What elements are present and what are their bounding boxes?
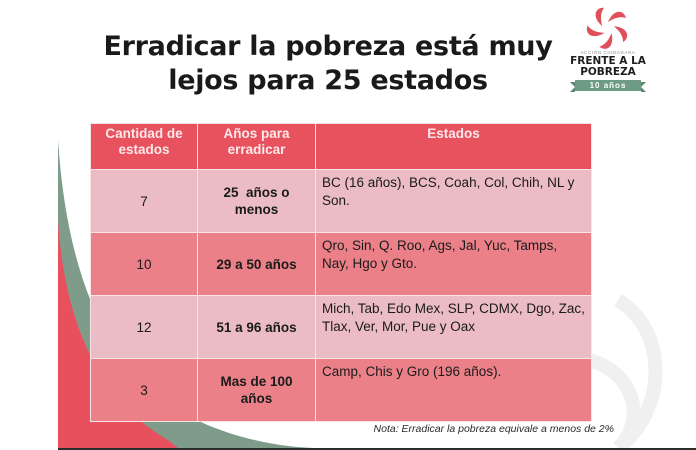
slide: Erradicar la pobreza está muy lejos para… bbox=[58, 0, 696, 450]
logo-line-2: POBREZA bbox=[580, 66, 636, 78]
organization-logo: ACCIÓN CIUDADANA FRENTE A LA POBREZA 10 … bbox=[556, 6, 660, 96]
header-estados: Estados bbox=[315, 123, 592, 170]
cell-count: 12 bbox=[90, 295, 198, 359]
table-row: 10 29 a 50 años Qro, Sin, Q. Roo, Ags, J… bbox=[90, 232, 592, 296]
cell-states: BC (16 años), BCS, Coah, Col, Chih, NL y… bbox=[315, 169, 592, 233]
logo-line-1: FRENTE A LA bbox=[570, 55, 646, 67]
cell-years: 25 años o menos bbox=[197, 169, 316, 233]
cell-years: Mas de 100 años bbox=[197, 358, 316, 422]
cell-states: Qro, Sin, Q. Roo, Ags, Jal, Yuc, Tamps, … bbox=[315, 232, 592, 296]
header-cantidad-estados: Cantidad de estados bbox=[90, 123, 198, 170]
title-line-2: lejos para 25 estados bbox=[168, 65, 488, 96]
page-title: Erradicar la pobreza está muy lejos para… bbox=[88, 30, 568, 98]
poverty-table: Cantidad de estados Años para erradicar … bbox=[90, 123, 592, 422]
cell-count: 7 bbox=[90, 169, 198, 233]
cell-count: 3 bbox=[90, 358, 198, 422]
table-row: 3 Mas de 100 años Camp, Chis y Gro (196 … bbox=[90, 358, 592, 422]
logo-ribbon: 10 años bbox=[570, 80, 646, 92]
cell-count: 10 bbox=[90, 232, 198, 296]
header-anos-erradicar: Años para erradicar bbox=[197, 123, 316, 170]
red-flower-swirl-icon bbox=[586, 7, 628, 49]
cell-states: Camp, Chis y Gro (196 años). bbox=[315, 358, 592, 422]
cell-years: 29 a 50 años bbox=[197, 232, 316, 296]
title-line-1: Erradicar la pobreza está muy bbox=[103, 31, 553, 62]
table-row: 7 25 años o menos BC (16 años), BCS, Coa… bbox=[90, 169, 592, 233]
table-header-row: Cantidad de estados Años para erradicar … bbox=[90, 123, 592, 170]
footnote: Nota: Erradicar la pobreza equivale a me… bbox=[373, 423, 614, 435]
cell-states: Mich, Tab, Edo Mex, SLP, CDMX, Dgo, Zac,… bbox=[315, 295, 592, 359]
cell-years: 51 a 96 años bbox=[197, 295, 316, 359]
table-row: 12 51 a 96 años Mich, Tab, Edo Mex, SLP,… bbox=[90, 295, 592, 359]
logo-small-text: ACCIÓN CIUDADANA bbox=[580, 50, 636, 55]
